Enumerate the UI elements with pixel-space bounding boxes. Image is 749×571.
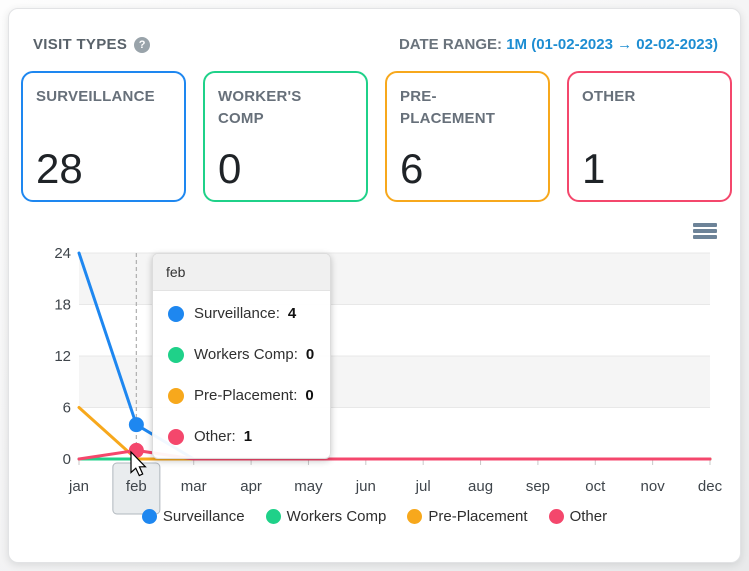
tooltip-series-dot — [168, 387, 184, 404]
stat-card-pre-placement: PRE-PLACEMENT 6 — [385, 71, 550, 202]
chart-tooltip: feb Surveillance: 4 Workers Comp: 0 Pre-Plac… — [152, 253, 331, 459]
legend-label: Other — [569, 508, 608, 525]
legend-label: Surveillance — [162, 508, 245, 525]
stat-card-value: 1 — [582, 145, 606, 192]
hover-marker-surveillance — [128, 417, 144, 433]
tooltip-series-label: Pre-Placement: — [194, 387, 298, 404]
y-axis-label: 18 — [54, 297, 71, 314]
tooltip-row: Pre-Placement: 0 — [153, 375, 330, 416]
stat-card-surveillance: SURVEILLANCE 28 — [21, 71, 186, 202]
legend-dot — [141, 509, 157, 524]
stat-card-other: OTHER 1 — [567, 71, 732, 202]
stat-card-workers-comp: WORKER'S COMP 0 — [203, 71, 368, 202]
x-axis-label: oct — [585, 478, 606, 495]
stat-card-label: WORKER'S COMP — [218, 88, 302, 127]
tooltip-row: Surveillance: 4 — [153, 293, 330, 334]
stat-card-label: PRE-PLACEMENT — [400, 88, 496, 127]
stat-cards-row: SURVEILLANCE 28 WORKER'S COMP 0 PRE-PLAC… — [21, 71, 732, 202]
tooltip-series-label: Workers Comp: — [194, 346, 298, 363]
stat-card-label: SURVEILLANCE — [36, 88, 155, 105]
legend-label: Workers Comp — [286, 508, 387, 525]
chart-legend: Surveillance Workers Comp Pre-Placement Oth… — [9, 508, 740, 525]
tooltip-series-dot — [168, 305, 184, 322]
date-range-value[interactable]: 1M (01-02-2023 → 02-02-2023) — [506, 36, 718, 53]
x-axis-label: jan — [68, 478, 89, 495]
tooltip-series-value: 0 — [305, 387, 314, 404]
x-axis-label: mar — [181, 478, 207, 495]
legend-item-surveillance[interactable]: Surveillance — [141, 508, 245, 525]
stat-card-value: 0 — [218, 145, 242, 192]
panel-header: VISIT TYPES ? — [33, 36, 151, 53]
x-axis-label: aug — [468, 478, 493, 495]
x-axis-label: may — [294, 478, 323, 495]
legend-label: Pre-Placement — [428, 508, 528, 525]
x-axis-label: jul — [415, 478, 431, 495]
tooltip-series-dot — [168, 346, 184, 363]
tooltip-title: feb — [153, 254, 330, 291]
tooltip-series-dot — [168, 428, 184, 445]
tooltip-series-value: 0 — [305, 346, 315, 363]
legend-dot — [407, 509, 423, 524]
x-axis-label: feb — [126, 478, 147, 495]
page-title: VISIT TYPES — [33, 36, 128, 53]
tooltip-body: Surveillance: 4 Workers Comp: 0 Pre-Placemen… — [153, 291, 330, 457]
visits-line-chart[interactable]: 0 6 12 18 24 jan feb mar apr may jun jul aug sep oct no… — [9, 9, 740, 562]
tooltip-series-value: 1 — [243, 428, 253, 445]
chart-menu-icon[interactable] — [693, 223, 717, 239]
date-range-label: DATE RANGE: — [398, 36, 503, 53]
mouse-cursor — [130, 450, 147, 477]
legend-item-other[interactable]: Other — [548, 508, 608, 525]
x-axis-label: apr — [240, 478, 262, 495]
visit-types-panel: VISIT TYPES ? DATE RANGE: 1M (01-02-2023… — [8, 8, 741, 563]
tooltip-series-label: Surveillance: — [194, 305, 280, 322]
x-axis-label: jun — [355, 478, 376, 495]
date-range: DATE RANGE: 1M (01-02-2023 → 02-02-2023) — [399, 36, 718, 53]
y-axis-label: 6 — [63, 400, 71, 417]
help-icon[interactable]: ? — [134, 36, 151, 53]
y-axis-label: 0 — [63, 451, 71, 468]
tooltip-row: Other: 1 — [153, 416, 330, 457]
x-axis-label: nov — [641, 478, 666, 495]
y-axis-label: 24 — [54, 245, 71, 262]
x-axis-label: dec — [698, 478, 723, 495]
legend-dot — [265, 509, 281, 524]
y-axis-label: 12 — [54, 348, 71, 365]
stat-card-value: 6 — [400, 145, 424, 192]
x-axis-label: sep — [526, 478, 550, 495]
legend-item-workers-comp[interactable]: Workers Comp — [265, 508, 387, 525]
legend-item-pre-placement[interactable]: Pre-Placement — [407, 508, 528, 525]
legend-dot — [548, 509, 564, 524]
stat-card-value: 28 — [36, 145, 83, 192]
tooltip-row: Workers Comp: 0 — [153, 334, 330, 375]
stat-card-label: OTHER — [582, 88, 636, 105]
tooltip-series-label: Other: — [194, 428, 236, 445]
tooltip-series-value: 4 — [287, 305, 297, 322]
